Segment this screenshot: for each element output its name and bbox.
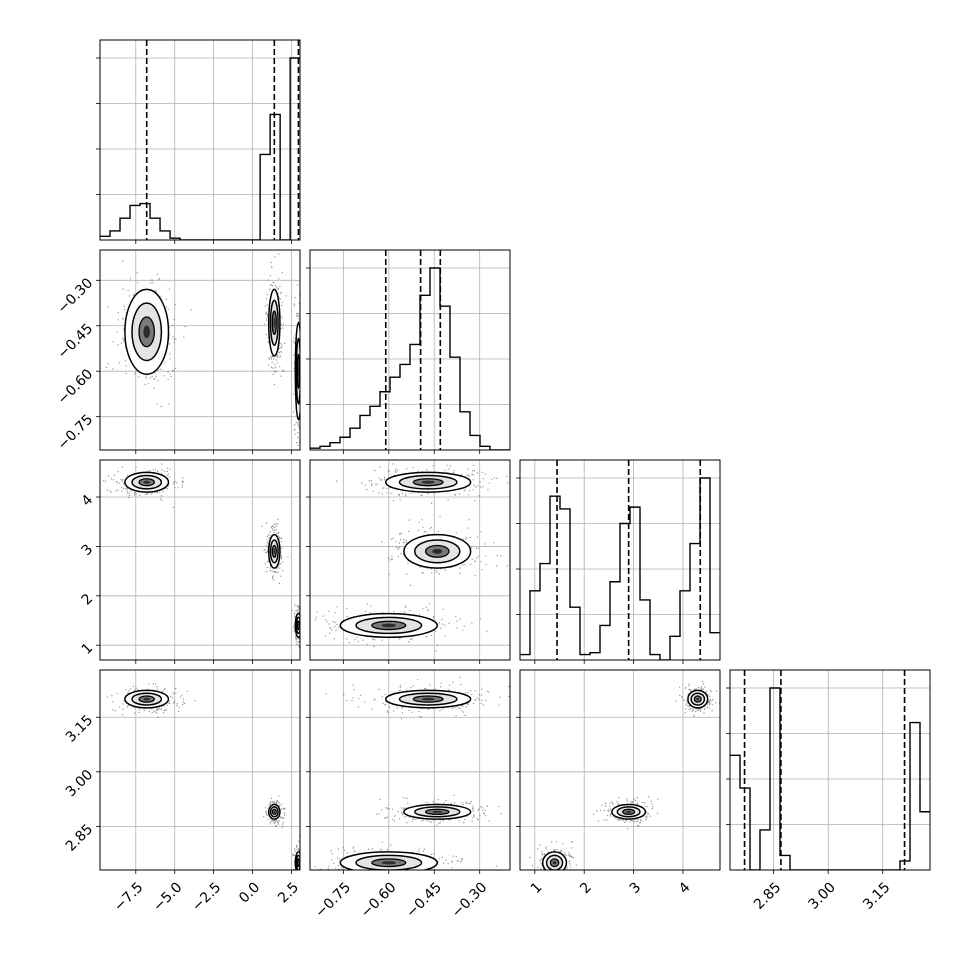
density-peak [432,810,443,813]
marginal-p0 [96,39,301,244]
x-tick-label: 3.00 [806,879,839,912]
density-peak [297,861,299,865]
panel-frame [99,669,301,871]
panel-frame [99,249,301,451]
panel-frame [519,669,721,871]
marginal-p3: 2.85 3.00 3.15 [726,669,931,913]
histogram-step [520,477,720,660]
x-tick-label: 2 [577,879,595,897]
x-tick-label: −5.0 [150,879,185,914]
density-peak [143,325,150,339]
y-tick-label: 1 [79,640,97,658]
panel-p1-p2 [306,459,511,664]
histogram-step [730,687,930,870]
panel-frame [99,459,301,661]
y-tick-label: −0.60 [55,366,97,408]
density-peak [273,317,276,328]
panel-p0-p3: −7.5 −5.0 −2.5 0.0 2.5 2.85 3.00 3.15 [63,669,302,915]
panel-p0-p2: 1 2 3 4 [79,459,301,664]
density-peak [297,623,299,628]
marginal-p2 [516,459,721,664]
density-peak [421,697,435,701]
y-tick-label: 3.15 [63,712,96,745]
x-tick-label: 2.5 [275,879,302,906]
density-peak [143,697,150,701]
y-tick-label: 3 [79,541,97,559]
density-peak [273,810,276,813]
density-peak [421,480,435,484]
density-peak [626,810,632,813]
x-tick-label: −7.5 [111,879,146,914]
y-tick-label: 2.85 [63,821,96,854]
x-tick-label: 1 [528,879,546,897]
density-peak [381,623,397,628]
y-tick-label: −0.30 [55,275,97,317]
density-peak [552,861,557,865]
panel-frame [309,669,511,871]
panel-frame [519,459,721,661]
density-peak [381,861,397,865]
x-tick-label: −0.45 [403,879,445,921]
y-tick-label: −0.75 [55,412,97,454]
sample-points [292,284,300,446]
x-tick-label: 3 [627,879,645,897]
y-tick-label: 4 [79,492,97,510]
y-tick-label: 2 [79,591,97,609]
y-tick-label: −0.45 [55,321,97,363]
density-peak [696,697,700,701]
panel-p1-p3: −0.75 −0.60 −0.45 −0.30 [306,669,511,921]
sample-points [261,518,289,584]
x-tick-label: 0.0 [236,879,263,906]
density-peak [273,548,276,554]
x-tick-label: −0.30 [449,879,491,921]
panel-frame [99,39,301,241]
panel-frame [309,459,511,661]
x-tick-label: −0.75 [312,879,354,921]
marginal-p1 [306,249,511,454]
histogram-step [310,267,510,450]
panel-frame [309,249,511,451]
density-peak [432,548,443,554]
density-peak [297,363,299,379]
sample-points [336,463,509,504]
x-tick-label: 2.85 [751,879,784,912]
histogram-step [100,57,300,240]
density-peak [143,480,150,484]
x-tick-label: −2.5 [189,879,224,914]
panel-p0-p1: −0.75−0.60−0.45−0.30 [55,249,301,454]
x-tick-label: 3.15 [860,879,893,912]
panel-frame [729,669,931,871]
x-tick-label: 4 [676,879,694,897]
panel-p2-p3: 1 2 3 4 [516,669,721,897]
y-tick-label: 3.00 [63,767,96,800]
x-tick-label: −0.60 [358,879,400,921]
